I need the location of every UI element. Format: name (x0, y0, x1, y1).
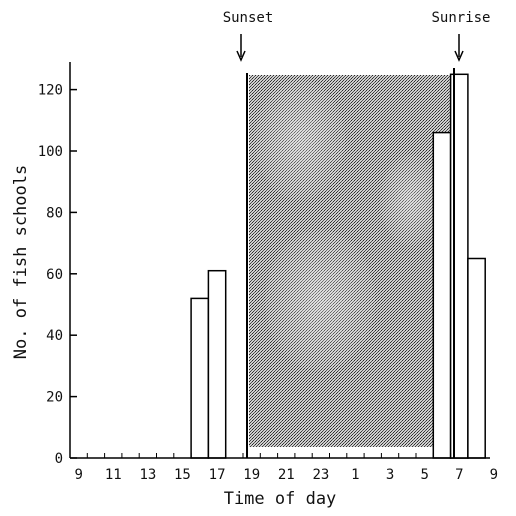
y-tick-label: 120 (38, 83, 63, 99)
x-tick-label: 9 (74, 467, 82, 483)
x-tick-label: 3 (386, 467, 394, 483)
sunrise-arrow-head (454, 50, 464, 62)
bar-8 (467, 257, 486, 459)
x-tick-label: 5 (420, 467, 428, 483)
night-shading (249, 75, 453, 447)
y-tick-label: 80 (46, 205, 63, 221)
sunset-label: Sunset (223, 10, 274, 26)
y-tick-label: 20 (46, 390, 63, 406)
sunrise-annotation: Sunrise (431, 10, 491, 62)
x-tick-label: 7 (455, 467, 463, 483)
x-tick-label: 23 (312, 467, 329, 483)
x-tick-label: 1 (351, 467, 359, 483)
y-ticks: 0 20 40 60 80 100 120 (38, 83, 77, 467)
night-shading-highlight (380, 155, 440, 245)
x-tick-label: 17 (209, 467, 226, 483)
x-axis-label: Time of day (224, 489, 337, 509)
sunrise-label: Sunrise (431, 10, 490, 26)
x-tick-label: 15 (174, 467, 191, 483)
x-tick-label: 19 (243, 467, 260, 483)
y-tick-label: 60 (46, 267, 63, 283)
x-tick-label: 21 (278, 467, 295, 483)
bar-17 (207, 269, 227, 459)
y-tick-label: 100 (38, 144, 63, 160)
x-ticks: 9 11 13 15 17 19 21 23 1 3 5 7 9 (69, 453, 498, 483)
y-tick-label: 40 (46, 328, 63, 344)
y-axis-label: No. of fish schools (11, 165, 31, 359)
x-tick-label: 11 (105, 467, 122, 483)
night-shading-highlight (265, 230, 375, 370)
x-tick-label: 9 (490, 467, 498, 483)
night-shading-highlight (255, 80, 345, 200)
bar-6 (432, 131, 452, 459)
sunset-arrow-head (236, 50, 246, 62)
x-tick-label: 13 (139, 467, 156, 483)
bar-16 (190, 297, 210, 459)
sunset-annotation: Sunset (223, 10, 274, 62)
y-tick-label: 0 (55, 451, 63, 467)
